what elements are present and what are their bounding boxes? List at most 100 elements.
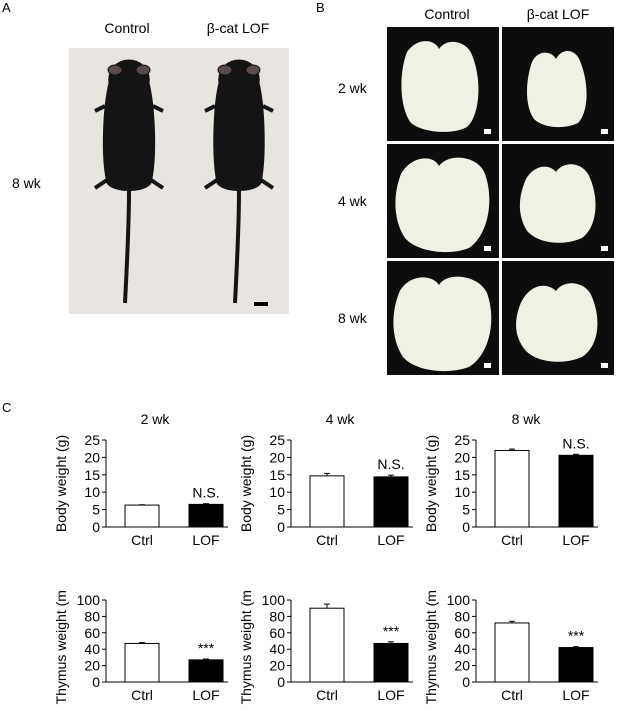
thymus-image-lof-2wk xyxy=(502,27,614,141)
y-tick-label: 25 xyxy=(454,432,470,448)
bar-lof xyxy=(558,454,594,528)
y-tick-label: 40 xyxy=(84,641,100,657)
y-axis-label: Body weight (g) xyxy=(238,435,254,532)
y-tick-label: 5 xyxy=(277,502,285,518)
bar-ctrl xyxy=(309,607,345,683)
y-axis-label: Body weight (g) xyxy=(53,435,69,532)
significance-label: N.S. xyxy=(192,485,219,501)
y-tick-label: 0 xyxy=(462,674,470,690)
panel-b-control-label: Control xyxy=(424,6,470,22)
y-tick-label: 25 xyxy=(269,432,285,448)
y-tick-label: 20 xyxy=(454,658,470,674)
significance-label: *** xyxy=(383,623,400,639)
panel-c-column-title: 8 wk xyxy=(511,411,541,427)
thymus-image-control-4wk xyxy=(387,144,499,258)
significance-label: *** xyxy=(198,640,215,656)
bar-lof xyxy=(188,503,224,528)
panel-b-letter: B xyxy=(316,0,325,15)
thymus-image-lof-4wk xyxy=(502,144,614,258)
y-axis-label: Thymus weight (mg) xyxy=(238,590,254,704)
panel-b-row-label: 4 wk xyxy=(338,193,367,209)
y-tick-label: 0 xyxy=(277,674,285,690)
panel-c-column-title: 2 wk xyxy=(140,411,170,427)
bar-ctrl xyxy=(124,642,160,683)
significance-label: N.S. xyxy=(562,435,589,451)
x-tick-label: Ctrl xyxy=(316,687,338,703)
y-tick-label: 80 xyxy=(454,608,470,624)
x-tick-label: Ctrl xyxy=(316,532,338,548)
panel-b-row-label: 2 wk xyxy=(338,80,367,96)
panel-a-letter: A xyxy=(2,0,11,15)
y-tick-label: 25 xyxy=(84,432,100,448)
bar-lof xyxy=(558,647,594,683)
panel-a-control-label: Control xyxy=(104,20,150,36)
y-tick-label: 0 xyxy=(92,519,100,535)
bar-ctrl xyxy=(494,449,530,528)
significance-label: N.S. xyxy=(377,456,404,472)
y-tick-label: 10 xyxy=(84,484,100,500)
y-tick-label: 60 xyxy=(454,625,470,641)
significance-label: *** xyxy=(568,628,585,644)
panel-b-lof-label: β-cat LOF xyxy=(526,6,590,22)
y-axis-label: Thymus weight (mg) xyxy=(53,590,69,704)
control-mouse xyxy=(93,59,165,304)
panel-c-column-title: 4 wk xyxy=(325,411,355,427)
y-tick-label: 10 xyxy=(454,484,470,500)
lof-mouse xyxy=(203,59,275,304)
y-tick-label: 0 xyxy=(462,519,470,535)
bar-lof xyxy=(373,476,409,528)
y-tick-label: 0 xyxy=(92,674,100,690)
y-tick-label: 10 xyxy=(269,484,285,500)
y-tick-label: 40 xyxy=(269,641,285,657)
x-tick-label: LOF xyxy=(562,532,589,548)
thymus-scale-bar xyxy=(484,129,491,134)
mouse-photo-drawing xyxy=(93,59,275,304)
x-tick-label: LOF xyxy=(377,687,404,703)
x-tick-label: LOF xyxy=(192,687,219,703)
x-tick-label: LOF xyxy=(192,532,219,548)
y-tick-label: 5 xyxy=(462,502,470,518)
bar-ctrl xyxy=(494,622,530,683)
y-tick-label: 20 xyxy=(454,449,470,465)
panel-a-lof-label: β-cat LOF xyxy=(206,20,270,36)
thymus-scale-bar xyxy=(484,246,491,251)
y-tick-label: 5 xyxy=(92,502,100,518)
bar-lof xyxy=(373,642,409,683)
y-tick-label: 15 xyxy=(269,467,285,483)
y-tick-label: 15 xyxy=(454,467,470,483)
x-tick-label: Ctrl xyxy=(131,532,153,548)
y-tick-label: 100 xyxy=(262,592,286,608)
y-axis-label: Body weight (g) xyxy=(423,435,439,532)
panel-a-age-label: 8 wk xyxy=(12,175,41,191)
thymus-scale-bar xyxy=(601,246,608,251)
bar-ctrl xyxy=(309,475,345,528)
y-tick-label: 40 xyxy=(454,641,470,657)
y-tick-label: 20 xyxy=(84,449,100,465)
y-tick-label: 60 xyxy=(84,625,100,641)
y-tick-label: 80 xyxy=(269,608,285,624)
y-tick-label: 80 xyxy=(84,608,100,624)
panel-c-letter: C xyxy=(2,400,12,415)
thymus-image-control-8wk xyxy=(387,261,499,375)
x-tick-label: Ctrl xyxy=(501,687,523,703)
thymus-image-lof-8wk xyxy=(502,261,614,375)
thymus-scale-bar xyxy=(601,363,608,368)
y-tick-label: 15 xyxy=(84,467,100,483)
x-tick-label: LOF xyxy=(377,532,404,548)
y-axis-label: Thymus weight (mg) xyxy=(423,590,439,704)
thymus-image-control-2wk xyxy=(387,27,499,141)
bar-ctrl xyxy=(124,504,160,528)
mouse-photo xyxy=(69,48,289,314)
y-tick-label: 20 xyxy=(269,658,285,674)
y-tick-label: 100 xyxy=(77,592,101,608)
y-tick-label: 0 xyxy=(277,519,285,535)
bar-lof xyxy=(188,659,224,683)
panel-b-row-label: 8 wk xyxy=(338,310,367,326)
x-tick-label: LOF xyxy=(562,687,589,703)
thymus-scale-bar xyxy=(601,129,608,134)
